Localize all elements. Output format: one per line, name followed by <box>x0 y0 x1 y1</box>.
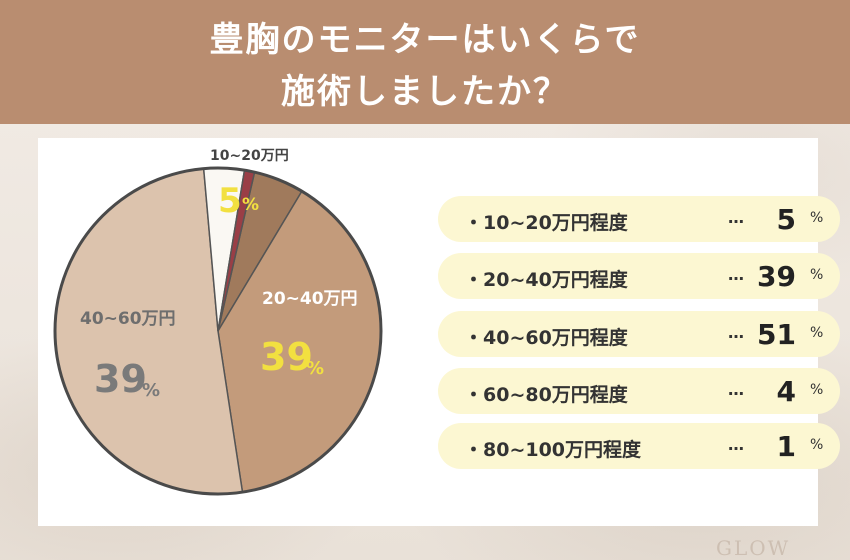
legend-value: 51 <box>757 318 796 351</box>
legend-row: ・40~60万円程度 … 51 % <box>438 311 840 357</box>
legend-value: 1 <box>776 430 796 463</box>
pie-label-percent: % <box>306 358 324 379</box>
legend-dots: … <box>728 208 744 227</box>
legend-percent: % <box>810 210 824 226</box>
legend-value: 4 <box>776 375 796 408</box>
legend-dots: … <box>728 323 744 342</box>
legend-label: ・60~80万円程度 <box>464 384 628 406</box>
legend-dots: … <box>728 265 744 284</box>
pie-label-value: 39 <box>94 357 147 401</box>
legend-label: ・10~20万円程度 <box>464 212 628 234</box>
legend-dots: … <box>728 435 744 454</box>
legend-value: 39 <box>757 260 796 293</box>
legend-percent: % <box>810 437 824 453</box>
title-line-2: 施術しましたか？ <box>281 72 569 112</box>
pie-label-percent: % <box>142 380 160 401</box>
legend-percent: % <box>810 382 824 398</box>
legend-label: ・40~60万円程度 <box>464 327 628 349</box>
chart-card: 10~20万円 5% 20~40万円 39% 40~60万円 39% ・10~20万円程度… <box>38 138 840 526</box>
brand-logo: GLOW <box>716 536 791 560</box>
legend-row: ・60~80万円程度 … 4 % <box>438 368 840 414</box>
pie-label-name: 10~20万円 <box>210 148 289 164</box>
pie-label-name: 40~60万円 <box>80 309 176 329</box>
legend-label: ・80~100万円程度 <box>464 439 642 461</box>
legend-percent: % <box>810 325 824 341</box>
pie-label-value: 39 <box>260 335 313 379</box>
title-banner: 豊胸のモニターはいくらで 施術しましたか？ <box>0 0 850 124</box>
legend-row: ・80~100万円程度 … 1 % <box>438 423 840 469</box>
legend-row: ・20~40万円程度 … 39 % <box>438 253 840 299</box>
legend-label: ・20~40万円程度 <box>464 269 628 291</box>
pie-label-name: 20~40万円 <box>262 289 358 309</box>
legend-dots: … <box>728 380 744 399</box>
legend-row: ・10~20万円程度 … 5 % <box>438 196 840 242</box>
pie-label-percent: % <box>242 195 259 215</box>
pie-chart: 10~20万円 5 % 20~40万円 39% 40~60万円 39% <box>53 148 383 496</box>
legend-value: 5 <box>776 203 796 236</box>
title-line-1: 豊胸のモニターはいくらで <box>209 20 641 60</box>
legend-percent: % <box>810 267 824 283</box>
pie-outline <box>53 166 383 496</box>
pie-label-value: 5 <box>218 181 242 221</box>
